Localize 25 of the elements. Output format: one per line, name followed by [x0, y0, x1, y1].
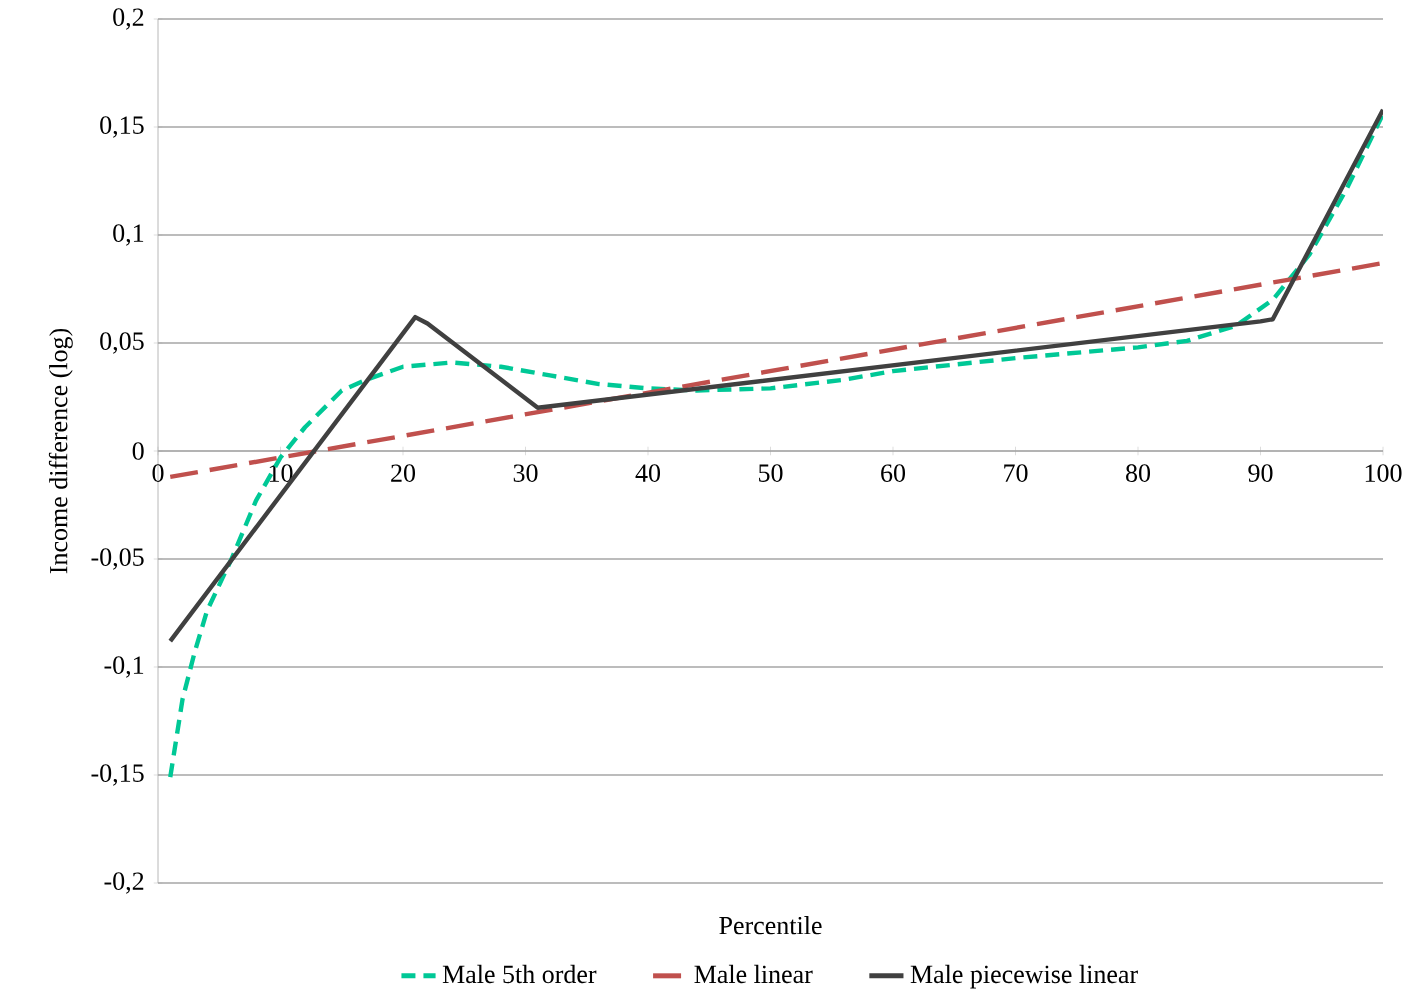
x-tick-label: 40	[635, 464, 661, 482]
legend-label: Male linear	[694, 964, 813, 984]
legend-label: Male piecewise linear	[910, 964, 1138, 989]
x-tick-label: 80	[1126, 464, 1151, 482]
x-tick-label: 20	[391, 464, 416, 482]
x-tick-label: 0	[152, 464, 164, 482]
y-tick-label: 0,2	[113, 8, 144, 30]
x-tick-label: 70	[1004, 464, 1028, 482]
x-tick-label: 90	[1248, 464, 1273, 482]
x-tick-label: 10	[269, 464, 293, 482]
y-tick-label: 0	[132, 442, 144, 460]
y-axis-title: Income difference (log)	[48, 328, 73, 574]
x-tick-label: 50	[759, 464, 783, 482]
y-tick-label: -0,05	[91, 548, 144, 570]
y-tick-label: -0,2	[104, 872, 144, 894]
x-tick-label: 100	[1365, 464, 1402, 482]
y-tick-label: 0,1	[113, 224, 144, 246]
x-tick-label: 60	[881, 464, 906, 482]
y-tick-label: -0,15	[91, 764, 144, 786]
x-tick-label: 30	[513, 464, 538, 482]
y-tick-label: 0,05	[100, 332, 144, 354]
legend-label: Male 5th order	[442, 964, 597, 984]
x-axis-title: Percentile	[719, 916, 822, 935]
y-tick-label: 0,15	[100, 116, 144, 138]
y-tick-label: -0,1	[104, 656, 144, 678]
